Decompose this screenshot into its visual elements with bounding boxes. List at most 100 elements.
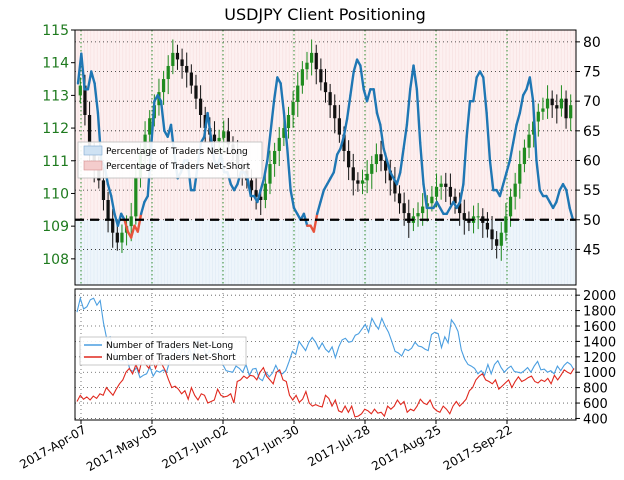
net-long-pct-segment: [266, 129, 272, 162]
candle-body: [333, 105, 337, 119]
net-long-pct-segment: [90, 70, 96, 85]
net-long-pct-segment: [256, 188, 262, 204]
candle-body: [384, 160, 388, 171]
left-tick-label: 109: [42, 219, 69, 235]
right-tick-label: 50: [583, 213, 601, 229]
net-long-pct-segment: [129, 224, 136, 239]
candle-body: [388, 170, 392, 181]
candle-body: [476, 216, 480, 218]
candle-body: [508, 196, 513, 217]
net-long-pct-segment: [289, 188, 296, 210]
candle-body: [569, 105, 573, 119]
net-long-pct-segment: [106, 182, 113, 198]
candle-body: [319, 69, 323, 83]
net-long-pct-segment: [502, 171, 508, 186]
candle-body: [370, 164, 374, 174]
net-long-pct-segment: [498, 182, 505, 198]
candle-body: [402, 203, 406, 214]
net-long-pct-segment: [342, 117, 349, 138]
top-grid: [75, 30, 576, 285]
candle-body: [300, 69, 304, 86]
net-long-pct-segment: [282, 111, 289, 150]
top-panel: 108 109 110 111 112 113 114 115 45 50 55 60 65 70 75 8…: [42, 23, 601, 286]
net-long-pct-segment: [272, 76, 279, 103]
net-long-pct-segment: [505, 159, 512, 174]
net-long-pct-segment: [418, 141, 425, 186]
x-tick-label: 2017-May-05: [84, 422, 159, 474]
net-long-pct-segment: [568, 206, 575, 221]
left-tick-label: 113: [42, 88, 69, 104]
candle-body: [286, 115, 291, 129]
candle-body: [87, 115, 92, 151]
candle-body: [347, 150, 351, 168]
legend-swatch-net-short-pct: [83, 160, 103, 171]
net-long-pct-segment: [339, 135, 345, 150]
candle-body: [272, 150, 277, 165]
candle-body: [351, 167, 355, 181]
candle-body: [356, 180, 360, 184]
candle-body: [513, 183, 517, 197]
candle-body: [434, 186, 439, 197]
x-tick-label: 2017-Apr-07: [17, 422, 88, 471]
candle-body: [277, 137, 281, 151]
net-long-pct-segment: [379, 123, 385, 150]
left-tick-label: 114: [42, 56, 69, 72]
bottom-tick-label: 400: [583, 412, 608, 427]
candle-body: [166, 65, 170, 80]
net-long-pct-segment: [345, 94, 352, 121]
candle-body: [393, 180, 397, 194]
candle-body: [120, 232, 124, 243]
net-long-pct-segment: [528, 76, 535, 103]
candle-body: [337, 118, 341, 135]
candle-body: [444, 183, 448, 187]
net-long-pct-segment: [80, 52, 86, 91]
bottom-tick-label: 1000: [583, 366, 616, 381]
candle-body: [490, 229, 494, 240]
top-left-ticks: 108 109 110 111 112 113 114 115: [42, 23, 75, 268]
legend-swatch-net-long-pct: [83, 145, 103, 156]
right-tick-label: 55: [583, 183, 601, 199]
top-plot-frame: [74, 29, 577, 286]
candle-body: [407, 213, 411, 223]
net-long-pct-segment: [312, 212, 319, 233]
candle-body: [296, 85, 300, 102]
candle-body: [323, 82, 328, 93]
net-long-pct-segment: [488, 159, 495, 192]
candle-body: [485, 222, 490, 230]
candle-body: [175, 52, 180, 60]
candle-body: [291, 101, 295, 115]
net-long-pct-segment: [402, 123, 409, 150]
bottom-legend-box: [79, 336, 247, 366]
net-long-pct-segment: [512, 123, 518, 144]
candle-body: [78, 85, 82, 96]
candle-body: [217, 137, 221, 142]
candle-body: [518, 164, 522, 184]
candle-body: [397, 193, 402, 204]
right-tick-label: 70: [583, 94, 601, 110]
candle-body: [421, 206, 425, 214]
bottom-tick-label: 600: [583, 397, 608, 412]
candle-body: [495, 239, 499, 246]
net-long-pct-segment: [352, 58, 359, 73]
net-long-pct-segment: [515, 111, 522, 127]
candle-body: [161, 79, 166, 93]
candle-body: [430, 196, 434, 204]
net-long-pct-segment: [116, 212, 123, 227]
candle-body: [541, 108, 545, 112]
bottom-tick-label: 1800: [583, 305, 616, 320]
left-tick-label: 108: [42, 252, 69, 268]
candle-body: [314, 52, 318, 70]
candle-body: [268, 164, 272, 184]
candle-body: [310, 52, 314, 63]
candle-body: [263, 183, 267, 200]
candle-body: [499, 232, 503, 246]
x-tick-label: 2017-Jul-28: [305, 422, 372, 469]
candle-body: [106, 200, 110, 220]
candle-body: [462, 213, 466, 220]
candle-body: [328, 92, 332, 106]
net-long-pct-segment: [136, 212, 143, 233]
candle-body: [222, 131, 226, 138]
net-long-pct-segment: [349, 70, 355, 97]
net-long-pct-segment: [259, 177, 266, 192]
